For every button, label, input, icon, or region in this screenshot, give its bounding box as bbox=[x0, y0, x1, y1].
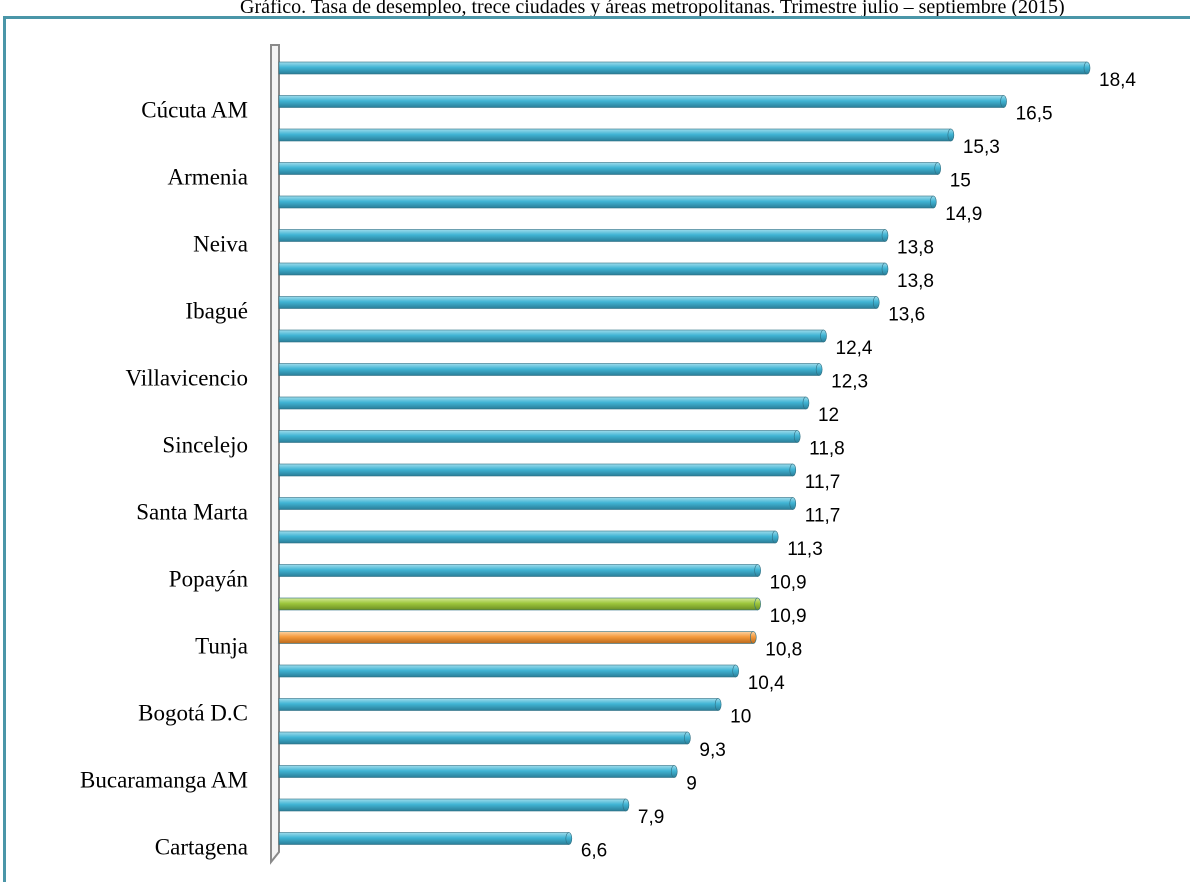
bar-cap-17 bbox=[750, 632, 756, 644]
value-label-6: 13,8 bbox=[897, 271, 934, 292]
value-label-21: 9 bbox=[686, 774, 697, 795]
category-label-9: Villavicencio bbox=[125, 366, 248, 391]
bar-4 bbox=[279, 196, 933, 208]
bar-9 bbox=[279, 364, 819, 376]
bar-17 bbox=[279, 632, 753, 644]
bar-cap-16 bbox=[755, 598, 761, 610]
axis-wall bbox=[271, 45, 279, 862]
bar-cap-10 bbox=[803, 397, 809, 409]
bar-cap-20 bbox=[684, 732, 690, 744]
bar-8 bbox=[279, 330, 824, 342]
category-label-11: Sincelejo bbox=[162, 433, 248, 458]
value-label-0: 18,4 bbox=[1099, 70, 1136, 91]
value-label-8: 12,4 bbox=[836, 338, 873, 359]
bar-cap-5 bbox=[882, 230, 888, 242]
bar-cap-9 bbox=[816, 364, 822, 376]
bar-cap-13 bbox=[790, 498, 796, 510]
bar-cap-7 bbox=[873, 297, 879, 309]
value-label-13: 11,7 bbox=[805, 506, 841, 527]
bar-22 bbox=[279, 799, 626, 811]
value-label-15: 10,9 bbox=[770, 573, 807, 594]
bar-6 bbox=[279, 263, 885, 275]
bar-14 bbox=[279, 531, 775, 543]
bar-20 bbox=[279, 732, 687, 744]
value-label-20: 9,3 bbox=[699, 740, 725, 761]
value-label-9: 12,3 bbox=[831, 372, 868, 393]
bar-cap-14 bbox=[772, 531, 778, 543]
bar-cap-3 bbox=[935, 163, 941, 175]
bar-23 bbox=[279, 833, 569, 845]
bar-5 bbox=[279, 230, 885, 242]
bar-19 bbox=[279, 699, 718, 711]
bar-cap-21 bbox=[671, 766, 677, 778]
bar-12 bbox=[279, 464, 793, 476]
value-label-5: 13,8 bbox=[897, 238, 934, 259]
bar-cap-23 bbox=[566, 833, 572, 845]
bar-cap-12 bbox=[790, 464, 796, 476]
bar-0 bbox=[279, 62, 1087, 74]
value-label-14: 11,3 bbox=[787, 539, 823, 560]
value-label-11: 11,8 bbox=[809, 439, 845, 460]
category-label-21: Bucaramanga AM bbox=[80, 768, 248, 793]
bar-cap-1 bbox=[1001, 96, 1007, 108]
category-label-1: Cúcuta AM bbox=[141, 98, 248, 123]
bar-15 bbox=[279, 565, 758, 577]
bar-cap-22 bbox=[623, 799, 629, 811]
bar-16 bbox=[279, 598, 758, 610]
category-label-7: Ibagué bbox=[185, 299, 248, 324]
value-label-16: 10,9 bbox=[770, 606, 807, 627]
bar-cap-15 bbox=[755, 565, 761, 577]
bar-3 bbox=[279, 163, 938, 175]
bar-21 bbox=[279, 766, 674, 778]
value-label-1: 16,5 bbox=[1016, 104, 1053, 125]
bar-10 bbox=[279, 397, 806, 409]
bar-11 bbox=[279, 431, 797, 443]
bar-cap-6 bbox=[882, 263, 888, 275]
value-label-7: 13,6 bbox=[888, 305, 925, 326]
value-label-23: 6,6 bbox=[581, 841, 607, 862]
category-label-5: Neiva bbox=[193, 232, 248, 257]
category-label-17: Tunja bbox=[195, 634, 248, 659]
value-label-18: 10,4 bbox=[748, 673, 785, 694]
bar-cap-4 bbox=[930, 196, 936, 208]
value-label-2: 15,3 bbox=[963, 137, 1000, 158]
category-label-13: Santa Marta bbox=[136, 500, 248, 525]
value-label-19: 10 bbox=[730, 707, 751, 728]
value-label-22: 7,9 bbox=[638, 807, 664, 828]
bar-cap-18 bbox=[733, 665, 739, 677]
bar-cap-0 bbox=[1084, 62, 1090, 74]
category-labels-group: Cúcuta AM Armenia Neiva Ibagué Villavicencio… bbox=[80, 98, 248, 860]
value-label-12: 11,7 bbox=[805, 472, 841, 493]
category-label-19: Bogotá D.C bbox=[138, 701, 248, 726]
value-label-3: 15 bbox=[950, 171, 971, 192]
category-label-23: Cartagena bbox=[155, 835, 248, 860]
bar-cap-19 bbox=[715, 699, 721, 711]
bar-cap-8 bbox=[821, 330, 827, 342]
value-label-17: 10,8 bbox=[765, 640, 802, 661]
bar-18 bbox=[279, 665, 736, 677]
bar-13 bbox=[279, 498, 793, 510]
bar-1 bbox=[279, 96, 1004, 108]
bar-cap-2 bbox=[948, 129, 954, 141]
category-label-3: Armenia bbox=[168, 165, 248, 190]
value-label-4: 14,9 bbox=[945, 204, 982, 225]
bar-7 bbox=[279, 297, 876, 309]
bar-cap-11 bbox=[794, 431, 800, 443]
category-label-15: Popayán bbox=[169, 567, 249, 592]
bar-2 bbox=[279, 129, 951, 141]
value-label-10: 12 bbox=[818, 405, 839, 426]
